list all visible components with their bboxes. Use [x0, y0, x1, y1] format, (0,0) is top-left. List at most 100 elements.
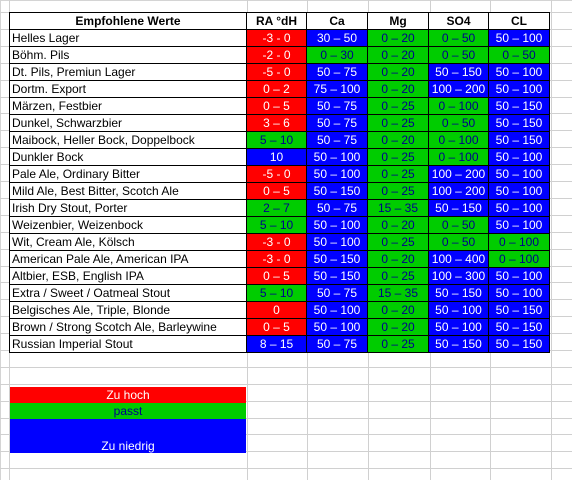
so4-value-cell[interactable]: 0 – 100 — [428, 148, 489, 166]
header-cl[interactable]: CL — [488, 12, 550, 30]
mg-value-cell[interactable]: 0 – 25 — [367, 335, 429, 353]
beer-style-cell[interactable]: Altbier, ESB, English IPA — [9, 267, 247, 285]
so4-value-cell[interactable]: 50 – 150 — [428, 63, 489, 81]
ca-value-cell[interactable]: 50 – 75 — [306, 63, 368, 81]
so4-value-cell[interactable]: 50 – 150 — [428, 335, 489, 353]
mg-value-cell[interactable]: 0 – 20 — [367, 216, 429, 234]
ra-value-cell[interactable]: -3 - 0 — [246, 29, 307, 47]
cl-value-cell[interactable]: 50 – 100 — [488, 165, 550, 183]
ra-value-cell[interactable]: -3 - 0 — [246, 250, 307, 268]
cl-value-cell[interactable]: 50 – 100 — [488, 80, 550, 98]
mg-value-cell[interactable]: 0 – 25 — [367, 148, 429, 166]
so4-value-cell[interactable]: 0 – 100 — [428, 97, 489, 115]
mg-value-cell[interactable]: 0 – 20 — [367, 301, 429, 319]
so4-value-cell[interactable]: 100 – 200 — [428, 165, 489, 183]
beer-style-cell[interactable]: Wit, Cream Ale, Kölsch — [9, 233, 247, 251]
cl-value-cell[interactable]: 50 – 100 — [488, 63, 550, 81]
cl-value-cell[interactable]: 50 – 150 — [488, 114, 550, 132]
cl-value-cell[interactable]: 50 – 100 — [488, 199, 550, 217]
mg-value-cell[interactable]: 0 – 20 — [367, 250, 429, 268]
ra-value-cell[interactable]: 10 — [246, 148, 307, 166]
cl-value-cell[interactable]: 50 – 100 — [488, 148, 550, 166]
so4-value-cell[interactable]: 50 – 100 — [428, 301, 489, 319]
mg-value-cell[interactable]: 0 – 20 — [367, 46, 429, 64]
header-style[interactable]: Empfohlene Werte — [9, 12, 247, 30]
mg-value-cell[interactable]: 0 – 20 — [367, 63, 429, 81]
beer-style-cell[interactable]: Böhm. Pils — [9, 46, 247, 64]
so4-value-cell[interactable]: 0 – 50 — [428, 29, 489, 47]
ra-value-cell[interactable]: 0 – 2 — [246, 80, 307, 98]
ra-value-cell[interactable]: -3 - 0 — [246, 233, 307, 251]
ra-value-cell[interactable]: -5 - 0 — [246, 63, 307, 81]
cl-value-cell[interactable]: 50 – 150 — [488, 131, 550, 149]
cl-value-cell[interactable]: 0 – 50 — [488, 46, 550, 64]
mg-value-cell[interactable]: 0 – 20 — [367, 131, 429, 149]
beer-style-cell[interactable]: Dortm. Export — [9, 80, 247, 98]
so4-value-cell[interactable]: 50 – 150 — [428, 284, 489, 302]
so4-value-cell[interactable]: 50 – 150 — [428, 199, 489, 217]
so4-value-cell[interactable]: 0 – 50 — [428, 114, 489, 132]
so4-value-cell[interactable]: 100 – 200 — [428, 80, 489, 98]
beer-style-cell[interactable]: Dunkler Bock — [9, 148, 247, 166]
ca-value-cell[interactable]: 0 – 30 — [306, 46, 368, 64]
ra-value-cell[interactable]: 0 – 5 — [246, 182, 307, 200]
ra-value-cell[interactable]: 0 – 5 — [246, 267, 307, 285]
ca-value-cell[interactable]: 50 – 150 — [306, 182, 368, 200]
so4-value-cell[interactable]: 0 – 50 — [428, 233, 489, 251]
mg-value-cell[interactable]: 15 – 35 — [367, 199, 429, 217]
beer-style-cell[interactable]: Belgisches Ale, Triple, Blonde — [9, 301, 247, 319]
ra-value-cell[interactable]: 8 – 15 — [246, 335, 307, 353]
cl-value-cell[interactable]: 50 – 150 — [488, 301, 550, 319]
ca-value-cell[interactable]: 50 – 75 — [306, 114, 368, 132]
beer-style-cell[interactable]: Dt. Pils, Premiun Lager — [9, 63, 247, 81]
ca-value-cell[interactable]: 50 – 75 — [306, 131, 368, 149]
ca-value-cell[interactable]: 50 – 150 — [306, 250, 368, 268]
ca-value-cell[interactable]: 50 – 150 — [306, 267, 368, 285]
cl-value-cell[interactable]: 0 – 100 — [488, 250, 550, 268]
mg-value-cell[interactable]: 0 – 25 — [367, 233, 429, 251]
cl-value-cell[interactable]: 50 – 100 — [488, 29, 550, 47]
cl-value-cell[interactable]: 50 – 150 — [488, 318, 550, 336]
mg-value-cell[interactable]: 0 – 25 — [367, 267, 429, 285]
ca-value-cell[interactable]: 50 – 100 — [306, 148, 368, 166]
ra-value-cell[interactable]: 0 — [246, 301, 307, 319]
beer-style-cell[interactable]: Irish Dry Stout, Porter — [9, 199, 247, 217]
ra-value-cell[interactable]: 0 – 5 — [246, 318, 307, 336]
beer-style-cell[interactable]: Weizenbier, Weizenbock — [9, 216, 247, 234]
ca-value-cell[interactable]: 50 – 100 — [306, 216, 368, 234]
beer-style-cell[interactable]: Helles Lager — [9, 29, 247, 47]
mg-value-cell[interactable]: 0 – 25 — [367, 114, 429, 132]
ra-value-cell[interactable]: 5 – 10 — [246, 216, 307, 234]
ra-value-cell[interactable]: 2 – 7 — [246, 199, 307, 217]
beer-style-cell[interactable]: Russian Imperial Stout — [9, 335, 247, 353]
so4-value-cell[interactable]: 0 – 100 — [428, 131, 489, 149]
so4-value-cell[interactable]: 100 – 400 — [428, 250, 489, 268]
so4-value-cell[interactable]: 100 – 300 — [428, 267, 489, 285]
ca-value-cell[interactable]: 75 – 100 — [306, 80, 368, 98]
so4-value-cell[interactable]: 0 – 50 — [428, 46, 489, 64]
ra-value-cell[interactable]: -5 - 0 — [246, 165, 307, 183]
legend-ok[interactable]: passt — [10, 403, 246, 419]
ca-value-cell[interactable]: 30 – 50 — [306, 29, 368, 47]
cl-value-cell[interactable]: 50 – 100 — [488, 267, 550, 285]
legend-too-low[interactable]: Zu niedrig — [10, 419, 246, 453]
mg-value-cell[interactable]: 0 – 20 — [367, 318, 429, 336]
header-so4[interactable]: SO4 — [428, 12, 489, 30]
ca-value-cell[interactable]: 50 – 100 — [306, 301, 368, 319]
cl-value-cell[interactable]: 0 – 100 — [488, 233, 550, 251]
ra-value-cell[interactable]: -2 - 0 — [246, 46, 307, 64]
mg-value-cell[interactable]: 0 – 25 — [367, 182, 429, 200]
cl-value-cell[interactable]: 50 – 100 — [488, 284, 550, 302]
mg-value-cell[interactable]: 0 – 25 — [367, 165, 429, 183]
beer-style-cell[interactable]: Extra / Sweet / Oatmeal Stout — [9, 284, 247, 302]
cl-value-cell[interactable]: 50 – 100 — [488, 182, 550, 200]
beer-style-cell[interactable]: Maibock, Heller Bock, Doppelbock — [9, 131, 247, 149]
ca-value-cell[interactable]: 50 – 75 — [306, 199, 368, 217]
so4-value-cell[interactable]: 0 – 50 — [428, 216, 489, 234]
beer-style-cell[interactable]: Dunkel, Schwarzbier — [9, 114, 247, 132]
ca-value-cell[interactable]: 50 – 100 — [306, 318, 368, 336]
header-ra[interactable]: RA °dH — [246, 12, 307, 30]
cl-value-cell[interactable]: 50 – 100 — [488, 216, 550, 234]
ca-value-cell[interactable]: 50 – 75 — [306, 97, 368, 115]
so4-value-cell[interactable]: 100 – 200 — [428, 182, 489, 200]
